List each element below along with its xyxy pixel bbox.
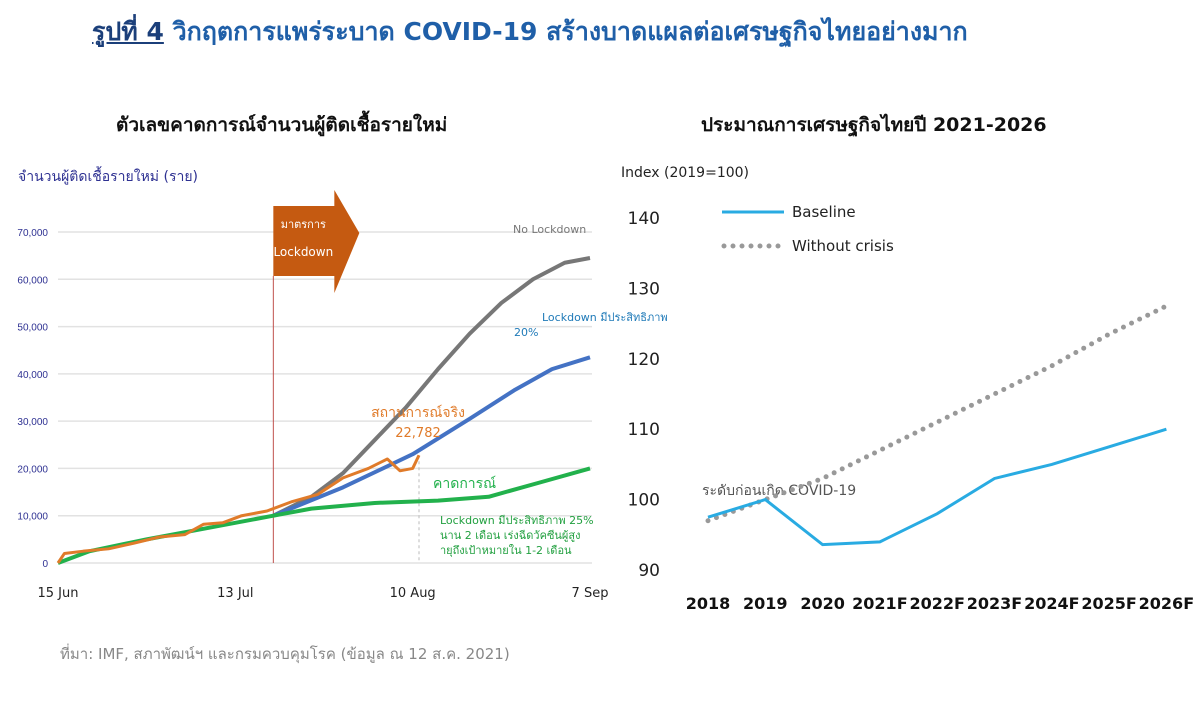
x-tick-label: 2026F [1139, 594, 1194, 613]
y-tick-label: 60,000 [17, 275, 48, 286]
source-note: ที่มา: IMF, สภาพัฒน์ฯ และกรมควบคุมโรค (ข… [60, 645, 510, 663]
figure-number: รูปที่ 4 [92, 17, 164, 46]
y-tick-label: 100 [628, 491, 660, 511]
without-crisis-line [705, 303, 1169, 524]
forecast-note: นาน 2 เดือน เร่งฉีดวัคซีนผู้สูง [440, 529, 580, 542]
x-tick-label: 2020 [800, 594, 845, 613]
x-tick-label: 13 Jul [217, 586, 253, 601]
left-chart-title: ตัวเลขคาดการณ์จำนวนผู้ติดเชื้อรายใหม่ [116, 114, 448, 136]
x-tick-label: 2019 [743, 594, 788, 613]
figure-title: รูปที่ 4 วิกฤตการแพร่ระบาด COVID-19 สร้า… [92, 12, 968, 52]
y-tick-label: 50,000 [17, 323, 48, 334]
y-tick-label: 70,000 [17, 228, 48, 239]
y-tick-label: 0 [42, 559, 48, 570]
lockdown-20-label: Lockdown มีประสิทธิภาพ [542, 311, 668, 324]
y-tick-label: 90 [638, 561, 660, 581]
right-chart-title: ประมาณการเศรษฐกิจไทยปี 2021-2026 [701, 114, 1047, 136]
y-tick-label: 30,000 [17, 417, 48, 428]
x-tick-label: 10 Aug [390, 586, 436, 601]
actual-label: สถานการณ์จริง [371, 404, 465, 421]
x-tick-label: 2018 [686, 594, 731, 613]
forecast-note: ายุถึงเป้าหมายใน 1-2 เดือน [440, 544, 572, 557]
left-y-axis-label: จำนวนผู้ติดเชื้อรายใหม่ (ราย) [18, 169, 198, 185]
lockdown-20-line [272, 355, 591, 518]
actual-line [56, 454, 421, 564]
legend-without-crisis-label: Without crisis [792, 237, 894, 255]
reference-label: ระดับก่อนเกิด COVID-19 [702, 483, 856, 499]
no-lockdown-line [272, 256, 591, 518]
x-tick-label: 15 Jun [38, 586, 79, 601]
lockdown-arrow-label: มาตรการ [281, 218, 326, 231]
right-y-axis-label: Index (2019=100) [621, 165, 749, 181]
y-tick-label: 10,000 [17, 512, 48, 523]
y-tick-label: 130 [628, 279, 660, 299]
y-tick-label: 120 [628, 350, 660, 370]
x-tick-label: 2025F [1081, 594, 1136, 613]
y-tick-label: 20,000 [17, 464, 48, 475]
x-tick-label: 2023F [967, 594, 1022, 613]
x-tick-label: 2021F [852, 594, 907, 613]
legend-baseline-label: Baseline [792, 203, 856, 221]
no-lockdown-label: No Lockdown [513, 223, 586, 236]
baseline-line [707, 427, 1167, 547]
y-tick-label: 40,000 [17, 370, 48, 381]
x-tick-label: 2022F [909, 594, 964, 613]
forecast-label: คาดการณ์ [433, 475, 496, 492]
lockdown-arrow-label: Lockdown [273, 245, 333, 259]
x-tick-label: 2024F [1024, 594, 1079, 613]
y-tick-label: 140 [628, 209, 660, 229]
lockdown-20-label: 20% [514, 326, 538, 339]
x-tick-label: 7 Sep [572, 586, 609, 601]
figure-title-text: วิกฤตการแพร่ระบาด COVID-19 สร้างบาดแผลต่… [172, 17, 968, 46]
y-tick-label: 110 [628, 420, 660, 440]
forecast-note: Lockdown มีประสิทธิภาพ 25% [440, 514, 594, 527]
actual-value-label: 22,782 [395, 426, 441, 441]
lockdown-arrow [273, 190, 360, 293]
